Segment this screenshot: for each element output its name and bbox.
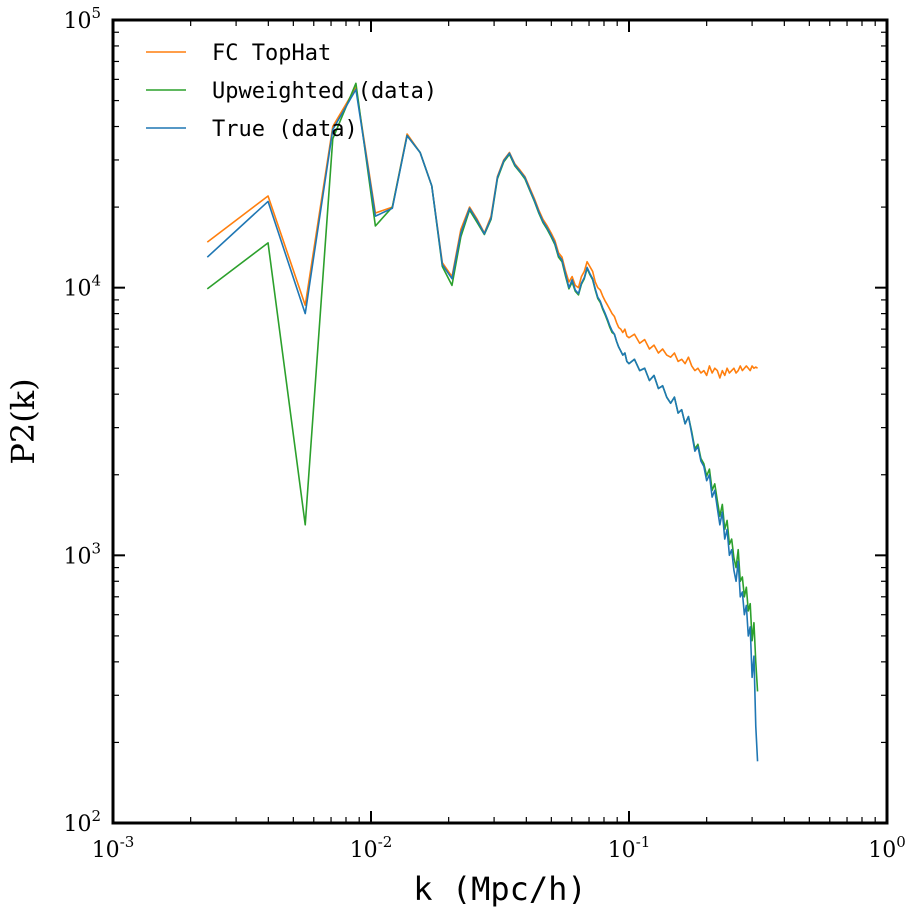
series-layer [206, 82, 759, 762]
x-tick-label: 100 [868, 833, 906, 863]
x-tick-label: 10-1 [608, 833, 651, 863]
legend-label: True (data) [212, 117, 358, 142]
y-tick-label: 104 [63, 272, 101, 302]
y-tick-label: 103 [63, 539, 101, 569]
legend-label: Upweighted (data) [212, 79, 437, 104]
plot-frame [111, 18, 889, 825]
x-tick-label: 10-2 [350, 833, 393, 863]
y-axis-label: P2(k) [4, 378, 42, 464]
legend-label: FC TopHat [212, 41, 331, 66]
series-line-true-data [206, 88, 759, 762]
x-tick-label: 10-3 [92, 833, 135, 863]
y-tick-label: 105 [63, 4, 101, 34]
series-line-upweighted-data [206, 82, 759, 692]
y-tick-label: 102 [63, 807, 101, 837]
ticks-layer: 10-3 10-2 10-1 100 102 103 104 105 [63, 4, 905, 863]
x-axis-label: k (Mpc/h) [413, 870, 586, 908]
legend: FC TopHat Upweighted (data) True (data) [146, 41, 437, 142]
